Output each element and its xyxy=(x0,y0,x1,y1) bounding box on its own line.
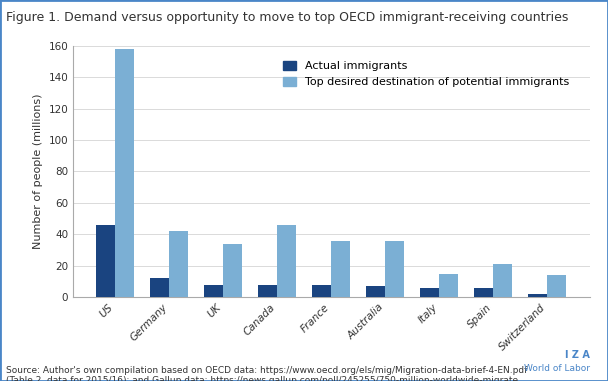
Bar xyxy=(474,288,493,297)
Bar xyxy=(313,285,331,297)
Legend: Actual immigrants, Top desired destination of potential immigrants: Actual immigrants, Top desired destinati… xyxy=(278,56,574,92)
Bar xyxy=(528,294,547,297)
Bar xyxy=(440,274,458,297)
Y-axis label: Number of people (millions): Number of people (millions) xyxy=(33,94,43,249)
Bar xyxy=(385,241,404,297)
Bar xyxy=(421,288,440,297)
Bar xyxy=(170,231,188,297)
Bar xyxy=(277,225,296,297)
Bar xyxy=(258,285,277,297)
Text: I Z A: I Z A xyxy=(565,350,590,360)
Text: World of Labor: World of Labor xyxy=(523,364,590,373)
Bar xyxy=(116,49,134,297)
Bar xyxy=(493,264,513,297)
Bar xyxy=(150,278,170,297)
Bar xyxy=(367,286,385,297)
Text: Figure 1. Demand versus opportunity to move to top OECD immigrant-receiving coun: Figure 1. Demand versus opportunity to m… xyxy=(6,11,568,24)
Bar xyxy=(331,241,350,297)
Bar xyxy=(223,244,242,297)
Bar xyxy=(547,275,566,297)
Bar xyxy=(97,225,116,297)
Bar xyxy=(204,285,223,297)
Text: Source: Author's own compilation based on OECD data: https://www.oecd.org/els/mi: Source: Author's own compilation based o… xyxy=(6,366,528,381)
